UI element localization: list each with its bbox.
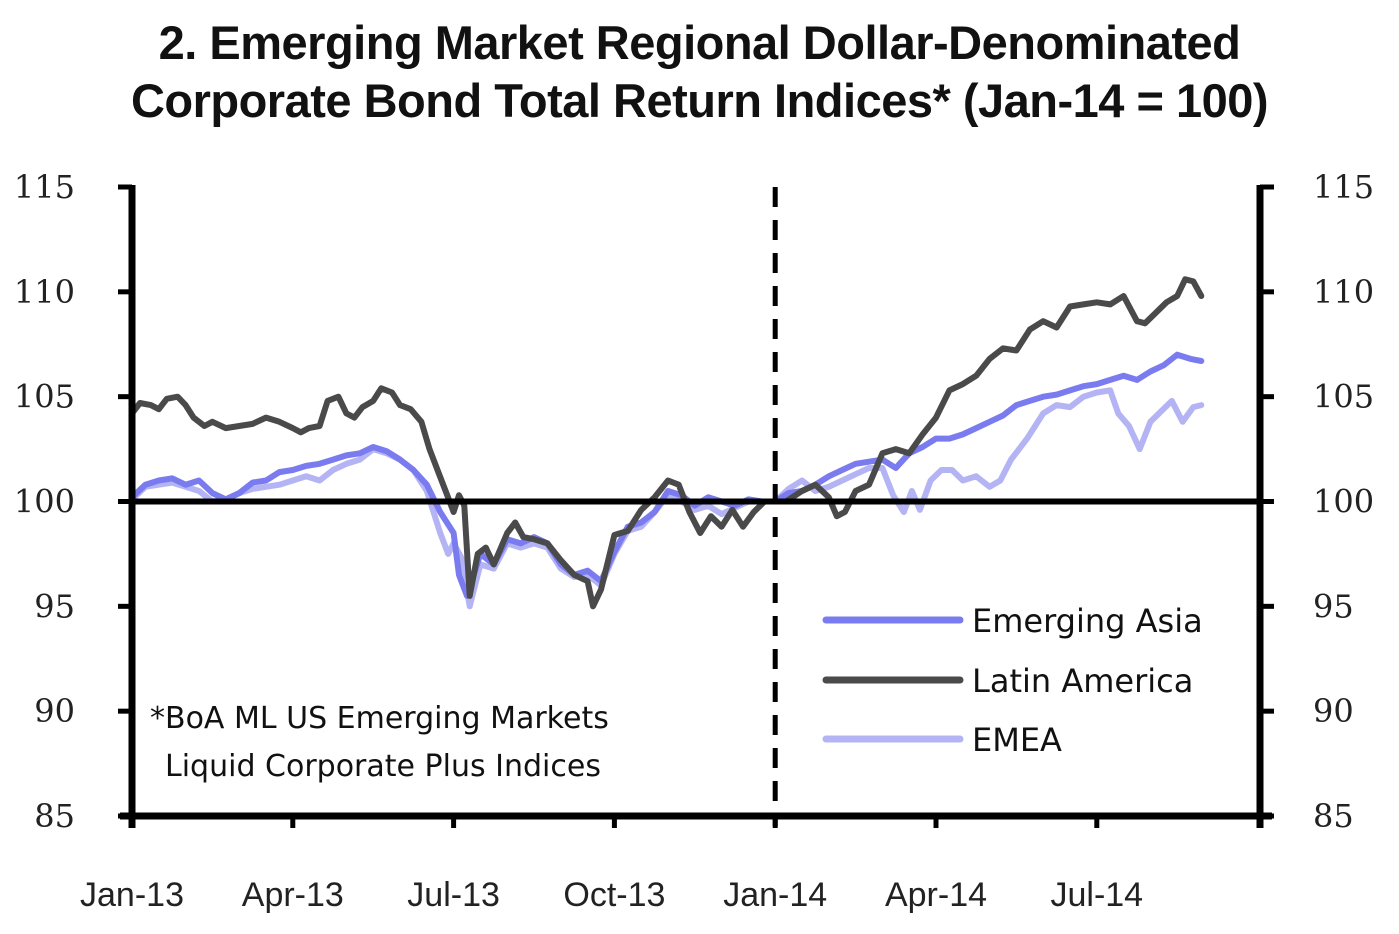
x-tick-label: Oct-13 — [563, 876, 665, 914]
x-tick-label: Jan-13 — [80, 876, 184, 914]
y-tick-label-right: 95 — [1313, 587, 1354, 625]
chart-title-line2: Corporate Bond Total Return Indices* (Ja… — [130, 74, 1269, 127]
series-line-latin-america — [129, 276, 1205, 610]
x-tick-label: Jan-14 — [723, 876, 827, 914]
y-tick-label-left: 115 — [14, 168, 75, 206]
legend: Emerging Asia Latin America EMEA — [822, 602, 1203, 759]
y-tick-label-left: 90 — [34, 692, 75, 730]
labels-layer: 115 115 110 110 105 105 100 100 95 95 90 90 85 85 Jan-… — [14, 168, 1374, 914]
y-tick-label-right: 100 — [1313, 483, 1374, 521]
chart-title-line1: 2. Emerging Market Regional Dollar-Denom… — [158, 16, 1241, 69]
x-tick-label: Jul-14 — [1050, 876, 1143, 914]
legend-label-emerging-asia: Emerging Asia — [972, 602, 1203, 640]
series-line-emerging-asia — [129, 351, 1205, 599]
y-tick-label-left: 110 — [14, 273, 75, 311]
series-layer — [129, 276, 1205, 610]
footnote-line2: Liquid Corporate Plus Indices — [165, 749, 601, 784]
footnote: *BoA ML US Emerging Markets Liquid Corpo… — [150, 701, 609, 784]
x-tick-label: Apr-14 — [885, 876, 987, 914]
x-tick-label: Apr-13 — [242, 876, 344, 914]
y-tick-label-right: 90 — [1313, 692, 1354, 730]
y-tick-label-right: 105 — [1313, 378, 1374, 416]
axes-layer — [118, 184, 1274, 828]
chart-title: 2. Emerging Market Regional Dollar-Denom… — [0, 14, 1399, 130]
y-tick-label-right: 85 — [1313, 797, 1354, 835]
y-tick-label-right: 115 — [1313, 168, 1374, 206]
legend-label-emea: EMEA — [972, 721, 1062, 759]
y-tick-label-left: 105 — [14, 378, 75, 416]
y-tick-label-left: 100 — [14, 483, 75, 521]
y-tick-label-left: 85 — [34, 797, 75, 835]
legend-label-latin-america: Latin America — [972, 662, 1193, 700]
y-tick-label-right: 110 — [1313, 273, 1374, 311]
x-tick-label: Jul-13 — [407, 876, 500, 914]
y-tick-label-left: 95 — [34, 587, 75, 625]
footnote-line1: *BoA ML US Emerging Markets — [150, 701, 609, 736]
